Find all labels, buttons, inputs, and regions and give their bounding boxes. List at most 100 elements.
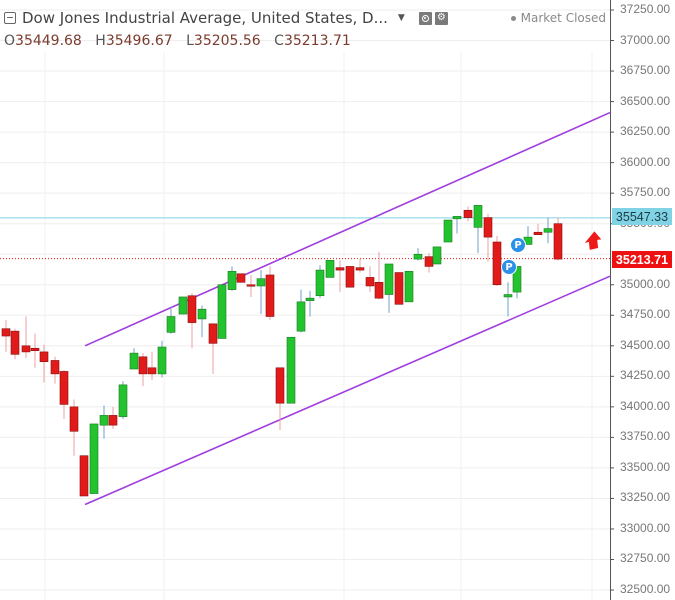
candle[interactable] — [157, 340, 167, 378]
candle[interactable] — [335, 260, 345, 293]
close-label: C — [274, 33, 284, 49]
up-arrow-icon — [584, 231, 602, 250]
p-marker-icon[interactable]: P — [510, 237, 526, 253]
candle[interactable] — [315, 265, 325, 299]
candle[interactable] — [197, 305, 207, 338]
price-tick-label: 37250.00 — [620, 2, 671, 16]
candle[interactable] — [325, 260, 335, 278]
open-label: O — [4, 33, 16, 49]
candle[interactable] — [543, 217, 553, 244]
candle[interactable] — [147, 351, 157, 380]
candle[interactable] — [296, 289, 306, 333]
candle[interactable] — [473, 205, 483, 253]
high-label: H — [95, 33, 106, 49]
last-price-badge: 35547.33 — [612, 208, 672, 225]
candle[interactable] — [227, 266, 237, 291]
candle[interactable] — [39, 344, 49, 383]
price-tick-label: 34250.00 — [620, 368, 671, 383]
open-value: 35449.68 — [15, 33, 82, 49]
candle[interactable] — [512, 266, 522, 299]
candle[interactable] — [413, 248, 423, 261]
price-tick-label: 36000.00 — [620, 154, 671, 169]
candle[interactable] — [50, 356, 60, 384]
candle[interactable] — [217, 284, 227, 339]
candle[interactable] — [118, 381, 128, 420]
candle[interactable] — [89, 423, 99, 494]
price-tick-label: 35000.00 — [620, 276, 671, 291]
high-value: 35496.67 — [105, 33, 173, 49]
candle[interactable] — [256, 270, 266, 315]
candle[interactable] — [424, 252, 434, 273]
candle[interactable] — [108, 406, 118, 429]
close-price-badge: 35213.71 — [612, 251, 672, 268]
candle[interactable] — [374, 251, 384, 300]
price-tick-label: 33000.00 — [620, 520, 671, 535]
channel-line-lower[interactable] — [84, 275, 611, 506]
candle[interactable] — [1, 320, 11, 352]
title-row: Dow Jones Industrial Average, United Sta… — [4, 7, 448, 29]
candle[interactable] — [355, 259, 365, 273]
candle[interactable] — [99, 405, 109, 439]
price-tick-label: 33500.00 — [620, 459, 671, 474]
candle[interactable] — [533, 223, 543, 235]
price-tick-label: 32750.00 — [620, 551, 671, 566]
candle[interactable] — [463, 206, 473, 222]
eye-icon[interactable] — [418, 11, 432, 25]
chart-header: Dow Jones Industrial Average, United Sta… — [0, 0, 610, 52]
price-tick-label: 36750.00 — [620, 63, 671, 78]
candle[interactable] — [79, 455, 89, 497]
gear-icon[interactable]: ⚙ — [434, 11, 448, 25]
market-status-text: Market Closed — [520, 11, 606, 25]
candle[interactable] — [305, 290, 315, 317]
channel-line-upper[interactable] — [84, 111, 611, 347]
candle[interactable] — [166, 306, 176, 334]
price-tick-label: 35750.00 — [620, 185, 671, 200]
candle[interactable] — [30, 333, 40, 368]
collapse-icon[interactable] — [4, 12, 16, 24]
candle[interactable] — [432, 246, 442, 265]
candle[interactable] — [129, 348, 139, 370]
price-tick-label: 33250.00 — [620, 490, 671, 505]
close-value: 35213.71 — [283, 33, 351, 49]
candle[interactable] — [483, 213, 493, 262]
candle[interactable] — [138, 353, 148, 387]
candle[interactable] — [443, 219, 453, 243]
candle[interactable] — [187, 293, 197, 349]
price-tick-label: 34000.00 — [620, 398, 671, 413]
candle[interactable] — [286, 336, 296, 404]
candle[interactable] — [394, 272, 404, 305]
p-marker-icon[interactable]: P — [501, 259, 517, 275]
low-label: L — [186, 33, 194, 49]
dropdown-caret-icon[interactable]: ▼ — [397, 13, 405, 23]
price-tick-label: 34750.00 — [620, 307, 671, 322]
candle[interactable] — [503, 282, 513, 317]
candle[interactable] — [384, 263, 394, 313]
ohlc-values: O35449.68 H35496.67 L35205.56 C35213.71 — [4, 33, 360, 49]
market-status: Market Closed — [510, 11, 606, 25]
candle[interactable] — [208, 323, 218, 374]
price-tick-label: 37000.00 — [620, 32, 671, 47]
candle[interactable] — [345, 266, 355, 288]
price-tick-label: 32500.00 — [620, 582, 671, 597]
candle[interactable] — [69, 399, 79, 456]
candle[interactable] — [365, 266, 375, 293]
candle[interactable] — [10, 328, 20, 360]
candle[interactable] — [452, 216, 462, 234]
candle[interactable] — [178, 296, 188, 315]
price-tick-label: 36250.00 — [620, 124, 671, 139]
candle[interactable] — [21, 316, 31, 359]
candle[interactable] — [265, 266, 275, 321]
candle[interactable] — [492, 235, 502, 286]
candle[interactable] — [59, 370, 69, 420]
candle[interactable] — [236, 273, 246, 283]
price-tick-label: 33750.00 — [620, 429, 671, 444]
candle[interactable] — [553, 217, 563, 261]
candle[interactable] — [404, 271, 414, 303]
price-tick-label: 34500.00 — [620, 337, 671, 352]
symbol-title[interactable]: Dow Jones Industrial Average, United Sta… — [22, 9, 388, 27]
candle[interactable] — [275, 367, 285, 431]
candle[interactable] — [246, 274, 256, 297]
price-tick-label: 36500.00 — [620, 93, 671, 108]
low-value: 35205.56 — [193, 33, 261, 49]
